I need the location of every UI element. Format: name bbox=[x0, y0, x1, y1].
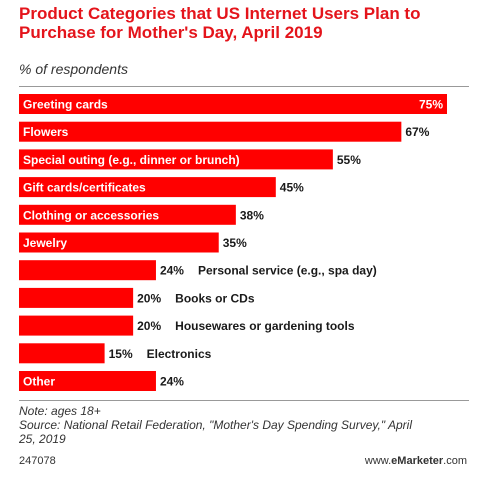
value-label-flowers: 67% bbox=[405, 125, 429, 139]
chart-id: 247078 bbox=[19, 455, 56, 467]
bar-jewelry bbox=[19, 232, 219, 253]
value-label-electronics: 15% bbox=[109, 347, 133, 361]
category-label-greeting-cards: Greeting cards bbox=[23, 98, 108, 112]
bottom-divider bbox=[19, 400, 469, 401]
bar-clothing-or-accessories bbox=[19, 204, 236, 225]
value-label-gift-cards-certificates: 45% bbox=[280, 181, 304, 195]
chart-subtitle: % of respondents bbox=[19, 61, 128, 77]
value-label-special-outing-e-g-dinner-or-brunch: 55% bbox=[337, 153, 361, 167]
category-label-clothing-or-accessories: Clothing or accessories bbox=[23, 208, 159, 222]
top-divider bbox=[19, 86, 469, 87]
site-suffix: .com bbox=[443, 455, 467, 467]
bar-books-or-cds bbox=[19, 287, 134, 308]
category-label-jewelry: Jewelry bbox=[23, 236, 67, 250]
category-label-books-or-cds: Books or CDs bbox=[175, 291, 255, 305]
value-label-clothing-or-accessories: 38% bbox=[240, 208, 264, 222]
value-label-greeting-cards: 75% bbox=[419, 98, 443, 112]
note-text: Note: ages 18+ bbox=[19, 404, 101, 418]
chart-note: Note: ages 18+ Source: National Retail F… bbox=[19, 404, 469, 446]
value-label-other: 24% bbox=[160, 375, 184, 389]
source-website: www.eMarketer.com bbox=[365, 455, 467, 467]
category-label-electronics: Electronics bbox=[147, 347, 212, 361]
category-label-personal-service-e-g-spa-day: Personal service (e.g., spa day) bbox=[198, 264, 377, 278]
category-label-housewares-or-gardening-tools: Housewares or gardening tools bbox=[175, 319, 355, 333]
value-label-housewares-or-gardening-tools: 20% bbox=[137, 319, 161, 333]
value-label-jewelry: 35% bbox=[223, 236, 247, 250]
bar-chart: Greeting cards 75% Flowers 67% Special outin… bbox=[19, 94, 447, 391]
bar-electronics bbox=[19, 343, 105, 364]
bar-flowers bbox=[19, 121, 402, 142]
source-text-1: Source: National Retail Federation, "Mot… bbox=[19, 418, 412, 432]
chart-title: Product Categories that US Internet User… bbox=[19, 4, 421, 42]
category-label-gift-cards-certificates: Gift cards/certificates bbox=[23, 181, 146, 195]
bar-personal-service-e-g-spa-day bbox=[19, 260, 156, 281]
bar-housewares-or-gardening-tools bbox=[19, 315, 134, 336]
bar-greeting-cards bbox=[19, 94, 447, 114]
source-text-2: 25, 2019 bbox=[19, 432, 66, 446]
bar-special-outing-e-g-dinner-or-brunch bbox=[19, 149, 333, 170]
site-prefix: www. bbox=[364, 455, 392, 467]
site-brand: eMarketer bbox=[391, 455, 444, 467]
value-label-personal-service-e-g-spa-day: 24% bbox=[160, 264, 184, 278]
category-label-flowers: Flowers bbox=[23, 125, 69, 139]
category-label-other: Other bbox=[23, 375, 55, 389]
category-label-special-outing-e-g-dinner-or-brunch: Special outing (e.g., dinner or brunch) bbox=[23, 153, 240, 167]
bar-other bbox=[19, 371, 156, 391]
value-label-books-or-cds: 20% bbox=[137, 291, 161, 305]
bar-gift-cards-certificates bbox=[19, 177, 276, 198]
